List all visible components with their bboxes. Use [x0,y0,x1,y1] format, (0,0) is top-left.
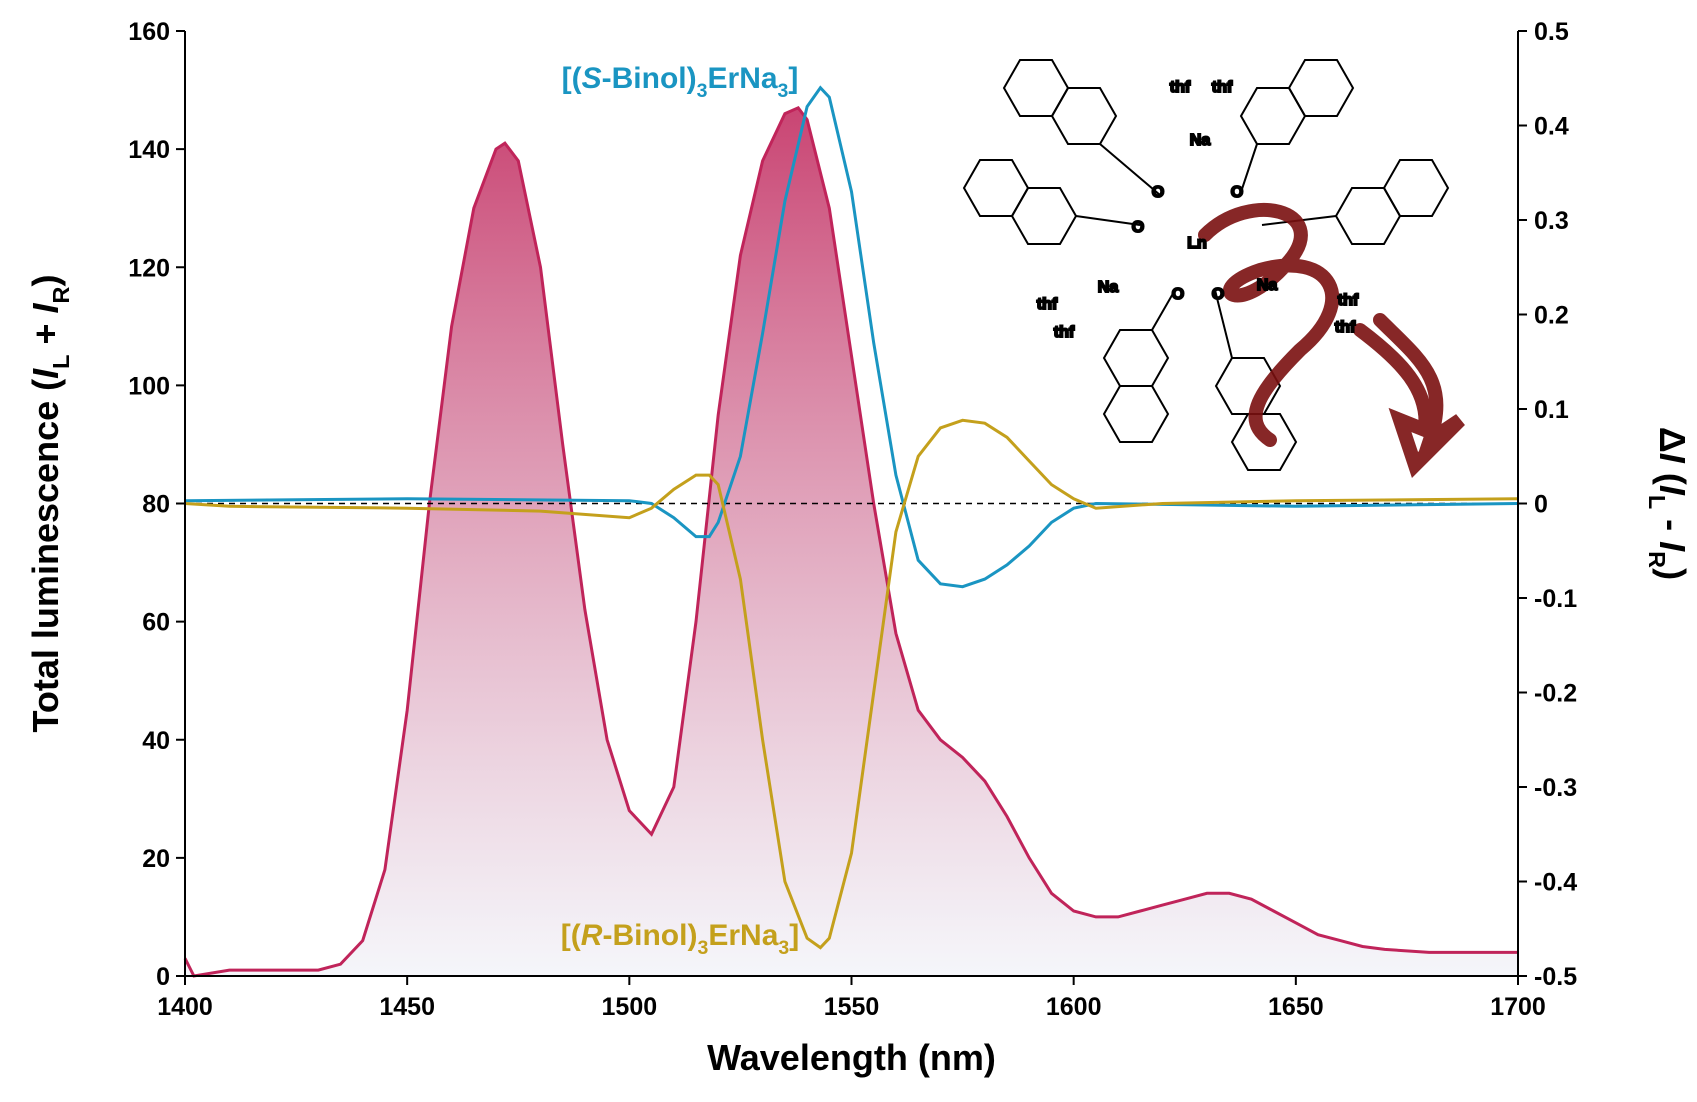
structure-label: thf [1170,79,1191,96]
y-tick-label: 0 [156,963,170,991]
y2-tick-label: 0.4 [1534,113,1569,141]
x-tick-label: 1550 [824,993,880,1021]
y2-tick-label: -0.4 [1534,869,1577,897]
area [185,107,1518,977]
y-tick-label: 20 [142,845,170,873]
y2-tick-label: 0.1 [1534,396,1569,424]
y2-tick-label: -0.1 [1534,585,1577,613]
series-label: [(R-Binol)3ErNa3] [561,919,799,959]
line [184,418,1519,950]
structure-label: Ln [1187,235,1207,252]
x-tick-label: 1500 [602,993,658,1021]
y-tick-label: 40 [142,727,170,755]
structure-label: thf [1212,79,1233,96]
structure-label: Na [1257,277,1278,294]
y2-tick-label: -0.5 [1534,963,1577,991]
structure-label: O [1132,219,1144,236]
x-axis-label: Wavelength (nm) [707,1037,996,1078]
structure-label: O [1152,184,1164,201]
area-edge [183,105,1518,978]
y2-tick-label: 0.2 [1534,302,1569,330]
structure-label: thf [1054,324,1075,341]
y-tick-label: 120 [128,254,170,282]
x-tick-label: 1450 [379,993,435,1021]
structure-label: O [1231,184,1243,201]
y-tick-label: 100 [128,372,170,400]
structure-label: O [1212,286,1224,303]
structure-label: thf [1037,296,1058,313]
y-tick-label: 140 [128,136,170,164]
y2-tick-label: 0.3 [1534,207,1569,235]
structure-label: thf [1335,319,1356,336]
molecule-structure: thf thf Na O O O Ln O O Na thf thf Na thf thf [962,59,1465,478]
structure-label: Na [1098,279,1119,296]
x-tick-label: 1600 [1046,993,1102,1021]
y-tick-label: 160 [128,18,170,46]
y2-tick-label: 0.5 [1534,18,1569,46]
x-tick-label: 1400 [157,993,213,1021]
structure-label: Na [1190,132,1211,149]
y-tick-label: 60 [142,609,170,637]
x-tick-label: 1700 [1490,993,1546,1021]
y-tick-label: 80 [142,491,170,519]
structure-label: thf [1338,292,1359,309]
y-axis-label: Total luminescence (IL + IR) [25,275,74,733]
y2-axis-label: ΔI (IL - IR) [1644,427,1693,580]
structure-label: O [1172,286,1184,303]
y2-tick-label: 0 [1534,491,1548,519]
x-tick-label: 1650 [1268,993,1324,1021]
series-label: [(S-Binol)3ErNa3] [562,62,799,102]
y2-tick-label: -0.3 [1534,774,1577,802]
line [184,85,1519,589]
y2-tick-label: -0.2 [1534,680,1577,708]
